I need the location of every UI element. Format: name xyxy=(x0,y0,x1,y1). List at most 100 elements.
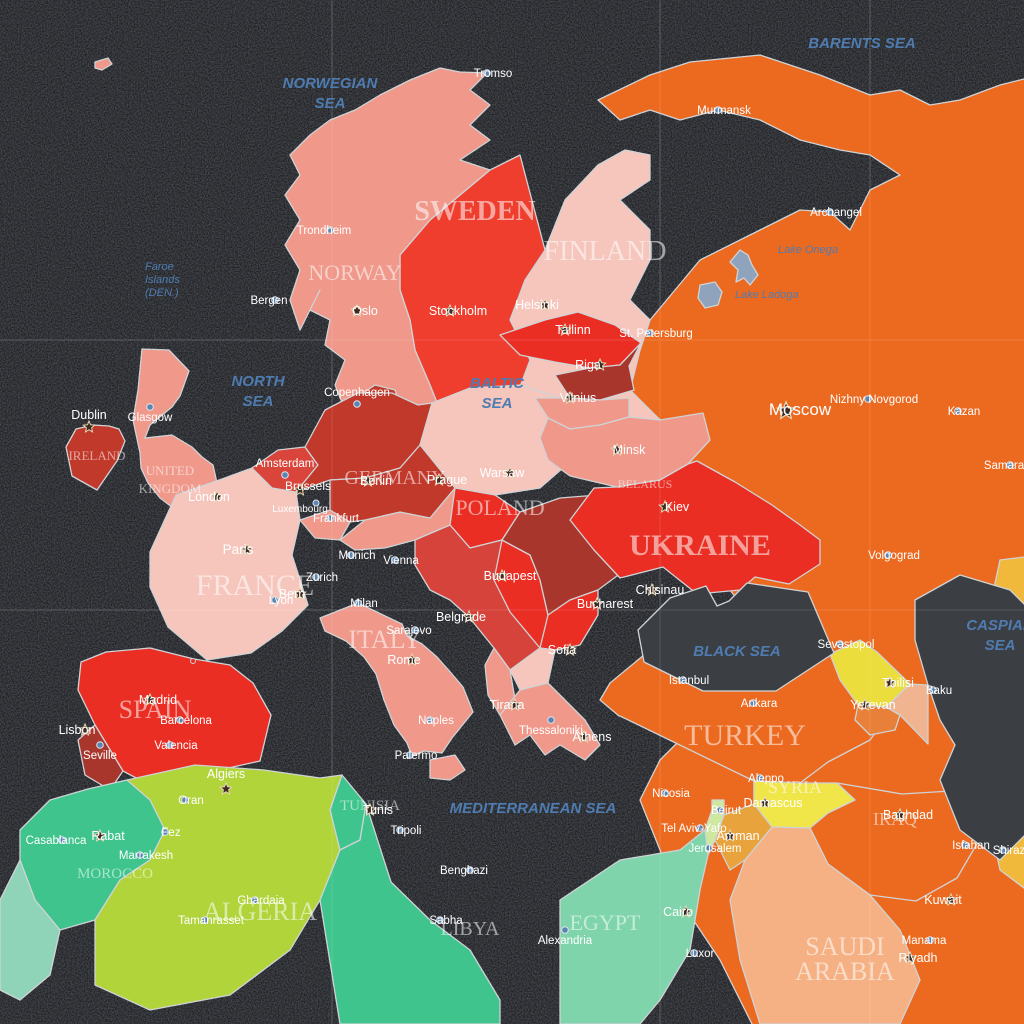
svg-text:Zurich: Zurich xyxy=(306,572,338,584)
svg-text:Tallinn: Tallinn xyxy=(555,323,590,337)
svg-text:IRELAND: IRELAND xyxy=(68,448,125,463)
svg-text:Riyadh: Riyadh xyxy=(899,951,938,965)
svg-text:Lyon: Lyon xyxy=(269,595,294,607)
svg-text:Prague: Prague xyxy=(427,473,467,487)
svg-text:Frankfurt: Frankfurt xyxy=(313,513,360,525)
svg-text:MEDITERRANEAN SEA: MEDITERRANEAN SEA xyxy=(450,800,617,817)
svg-text:Tirana: Tirana xyxy=(490,698,525,712)
svg-text:Glasgow: Glasgow xyxy=(128,412,173,424)
svg-text:Archangel: Archangel xyxy=(810,207,862,219)
svg-text:SWEDEN: SWEDEN xyxy=(414,196,535,227)
svg-text:Ghardaia: Ghardaia xyxy=(237,895,285,907)
svg-text:Rome: Rome xyxy=(387,653,420,667)
svg-text:TURKEY: TURKEY xyxy=(684,719,806,752)
svg-text:Faroe: Faroe xyxy=(145,261,174,273)
svg-text:Beirut: Beirut xyxy=(711,805,742,817)
svg-text:Sevastopol: Sevastopol xyxy=(818,639,875,651)
svg-text:Seville: Seville xyxy=(83,750,117,762)
svg-text:BARENTS SEA: BARENTS SEA xyxy=(808,35,916,52)
svg-text:NORWEGIAN: NORWEGIAN xyxy=(283,75,379,92)
svg-text:BALTIC: BALTIC xyxy=(470,375,525,392)
svg-text:Cairo: Cairo xyxy=(663,905,693,919)
svg-text:NORWAY: NORWAY xyxy=(308,260,401,285)
svg-text:Benghazi: Benghazi xyxy=(440,865,488,877)
svg-text:Baku: Baku xyxy=(926,685,952,697)
svg-text:Sarajevo: Sarajevo xyxy=(386,625,431,637)
svg-text:SEA: SEA xyxy=(315,95,346,112)
svg-text:Manama: Manama xyxy=(902,935,947,947)
svg-text:Shiraz: Shiraz xyxy=(993,845,1024,857)
svg-text:SEA: SEA xyxy=(243,393,274,410)
svg-text:Isfahan: Isfahan xyxy=(952,840,990,852)
svg-text:Dublin: Dublin xyxy=(71,408,106,422)
svg-text:Algiers: Algiers xyxy=(207,767,245,781)
svg-text:Brussels: Brussels xyxy=(285,479,331,493)
svg-text:Kazan: Kazan xyxy=(948,406,981,418)
svg-text:Alexandria: Alexandria xyxy=(538,935,593,947)
svg-text:Rabat: Rabat xyxy=(91,829,125,843)
svg-text:Baghdad: Baghdad xyxy=(883,808,933,822)
svg-text:Nizhny Novgorod: Nizhny Novgorod xyxy=(830,394,918,406)
svg-text:BELARUS: BELARUS xyxy=(618,477,673,491)
svg-text:Sabha: Sabha xyxy=(429,915,463,927)
svg-text:Nicosia: Nicosia xyxy=(652,788,690,800)
svg-text:Kuwait: Kuwait xyxy=(924,893,962,907)
svg-text:Lake Onega: Lake Onega xyxy=(778,244,838,256)
svg-text:POLAND: POLAND xyxy=(455,495,544,520)
svg-text:BLACK SEA: BLACK SEA xyxy=(693,643,781,660)
svg-text:SEA: SEA xyxy=(482,395,513,412)
svg-text:Palermo: Palermo xyxy=(395,750,438,762)
svg-text:FINLAND: FINLAND xyxy=(544,236,667,267)
svg-text:MOROCCO: MOROCCO xyxy=(77,866,153,882)
svg-text:Naples: Naples xyxy=(418,715,454,727)
svg-text:Madrid: Madrid xyxy=(139,693,177,707)
svg-text:Bergen: Bergen xyxy=(250,295,287,307)
svg-text:Luxor: Luxor xyxy=(686,948,715,960)
svg-text:Valencia: Valencia xyxy=(154,740,198,752)
svg-text:Yerevan: Yerevan xyxy=(850,698,895,712)
svg-text:Helsinki: Helsinki xyxy=(515,298,559,312)
svg-text:Chisinau: Chisinau xyxy=(636,583,685,597)
svg-text:Tunis: Tunis xyxy=(363,803,393,817)
svg-text:Marrakesh: Marrakesh xyxy=(119,850,173,862)
svg-text:Thessaloniki: Thessaloniki xyxy=(519,725,583,737)
svg-text:Trondheim: Trondheim xyxy=(297,225,352,237)
svg-text:Oslo: Oslo xyxy=(352,304,378,318)
svg-text:Milan: Milan xyxy=(350,598,377,610)
svg-text:Amsterdam: Amsterdam xyxy=(256,458,315,470)
svg-text:Volgograd: Volgograd xyxy=(868,550,920,562)
svg-text:Damascus: Damascus xyxy=(743,796,802,810)
svg-text:Tromso: Tromso xyxy=(474,68,513,80)
svg-text:Copenhagen: Copenhagen xyxy=(324,387,390,399)
svg-text:Warsaw: Warsaw xyxy=(480,466,526,480)
svg-text:Stockholm: Stockholm xyxy=(429,304,487,318)
svg-text:EGYPT: EGYPT xyxy=(570,910,641,935)
svg-text:Samara: Samara xyxy=(984,460,1024,472)
svg-text:St. Petersburg: St. Petersburg xyxy=(619,328,693,340)
svg-text:NORTH: NORTH xyxy=(231,373,285,390)
svg-text:UNITED: UNITED xyxy=(146,463,194,478)
svg-text:UKRAINE: UKRAINE xyxy=(629,529,771,562)
svg-text:Tamanrasset: Tamanrasset xyxy=(178,915,245,927)
svg-text:Munich: Munich xyxy=(338,550,375,562)
svg-text:Berlin: Berlin xyxy=(360,474,392,488)
svg-text:Aleppo: Aleppo xyxy=(748,773,784,785)
svg-text:Amman: Amman xyxy=(716,829,759,843)
svg-text:Budapest: Budapest xyxy=(484,569,537,583)
svg-text:Fez: Fez xyxy=(161,827,180,839)
svg-text:Islands: Islands xyxy=(145,274,180,286)
svg-text:Riga: Riga xyxy=(575,358,601,372)
svg-text:Tripoli: Tripoli xyxy=(391,825,422,837)
svg-text:Lake Ladoga: Lake Ladoga xyxy=(735,289,799,301)
svg-text:Vilnius: Vilnius xyxy=(560,391,597,405)
svg-text:Istanbul: Istanbul xyxy=(669,675,709,687)
svg-text:Casablanca: Casablanca xyxy=(26,835,87,847)
svg-text:Minsk: Minsk xyxy=(613,443,646,457)
svg-text:Bucharest: Bucharest xyxy=(577,597,634,611)
svg-text:Jerusalem: Jerusalem xyxy=(688,843,741,855)
svg-text:Paris: Paris xyxy=(223,542,254,557)
svg-text:(DEN.): (DEN.) xyxy=(145,287,179,299)
svg-text:ARABIA: ARABIA xyxy=(795,957,895,986)
svg-text:Oran: Oran xyxy=(178,795,204,807)
svg-text:Barcelona: Barcelona xyxy=(160,715,212,727)
